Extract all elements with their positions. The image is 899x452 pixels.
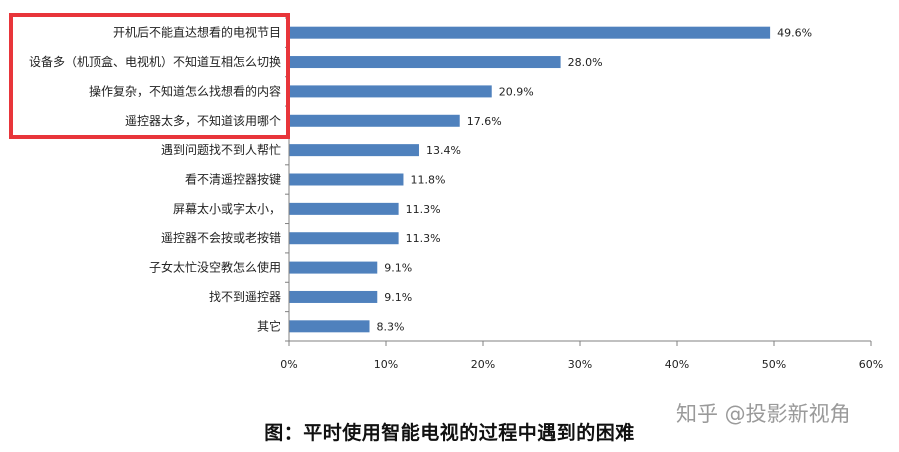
category-label: 遥控器太多，不知道该用哪个 [125,113,281,128]
x-tick-label: 0% [280,358,297,371]
value-label: 17.6% [467,115,502,128]
bar [289,320,370,333]
value-label: 13.4% [426,144,461,157]
bar [289,232,399,245]
chart-caption: 图：平时使用智能电视的过程中遇到的困难 [264,422,635,444]
category-label: 子女太忙没空教怎么使用 [149,260,281,275]
x-tick-label: 20% [471,358,495,371]
value-label: 11.3% [406,203,441,216]
x-tick-label: 50% [762,358,786,371]
bars-group: 开机后不能直达想看的电视节目 49.6% 设备多（机顶盒、电视机）不知道互相怎么切换… [29,25,812,334]
value-label: 49.6% [777,27,812,40]
bar [289,85,492,98]
category-label: 遥控器不会按或老按错 [161,231,281,245]
category-label: 找不到遥控器 [209,290,281,304]
bar [289,26,771,39]
value-label: 9.1% [384,262,412,275]
bar [289,114,460,127]
value-label: 8.3% [377,320,405,333]
bar [289,290,378,303]
highlight-box [9,13,290,139]
category-label: 遇到问题找不到人帮忙 [161,143,281,157]
category-label: 开机后不能直达想看的电视节目 [113,25,281,40]
axes-group: 0% 10% 20% 30% 40% 50% 60% [280,17,883,371]
category-label: 操作复杂，不知道怎么找想看的内容 [89,83,281,98]
x-tick-label: 30% [568,358,592,371]
value-label: 20.9% [499,85,534,98]
bar [289,202,399,215]
value-label: 11.8% [410,174,445,187]
category-label: 看不清遥控器按键 [185,173,281,187]
bar [289,56,561,69]
value-label: 9.1% [384,291,412,304]
bar [289,144,419,157]
value-label: 11.3% [406,232,441,245]
category-label: 设备多（机顶盒、电视机）不知道互相怎么切换 [29,54,281,69]
category-label: 屏幕太小或字太小， [173,201,281,216]
bar [289,261,378,274]
watermark: 知乎 @投影新视角 [676,402,851,426]
x-tick-label: 40% [665,358,689,371]
bar [289,173,404,186]
x-tick-label: 60% [859,358,883,371]
value-label: 28.0% [568,56,603,69]
x-tick-label: 10% [374,358,398,371]
category-label: 其它 [257,318,281,333]
